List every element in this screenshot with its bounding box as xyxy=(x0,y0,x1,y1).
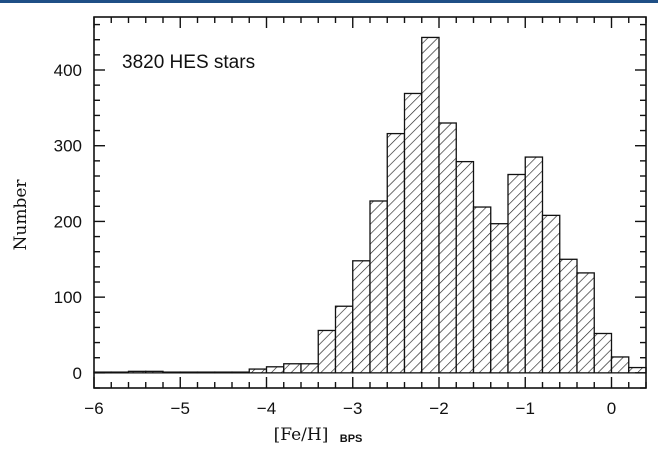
histogram-bar-9 xyxy=(248,368,268,374)
x-axis-label: [Fe/H] BPS xyxy=(274,425,363,445)
histogram-bar-3 xyxy=(145,370,164,374)
histogram-bar-12 xyxy=(300,363,319,374)
histogram-bar-23 xyxy=(490,223,509,374)
y-tick-label: 100 xyxy=(54,288,82,307)
annotation-text: 3820 HES stars xyxy=(122,52,255,73)
histogram-bar-6 xyxy=(196,371,216,374)
x-tick-label: −5 xyxy=(171,399,190,418)
histogram-bar-2 xyxy=(127,370,147,374)
histogram-bar-22 xyxy=(472,206,492,374)
x-axis-label-subscript: BPS xyxy=(340,433,363,445)
histogram-bar-21 xyxy=(455,160,475,374)
x-tick-label: 0 xyxy=(607,399,616,418)
x-axis-label-main: [Fe/H] xyxy=(274,425,329,445)
histogram-bar-16 xyxy=(369,200,388,374)
top-accent-bar xyxy=(0,0,658,3)
histogram-bar-4 xyxy=(162,371,181,374)
histogram-bar-30 xyxy=(610,356,630,374)
histogram-bar-29 xyxy=(593,332,613,374)
histogram-bar-20 xyxy=(438,122,457,374)
histogram-bar-17 xyxy=(386,132,406,374)
y-tick-label: 400 xyxy=(54,61,82,80)
y-axis-label: Number xyxy=(11,179,31,251)
histogram-bar-11 xyxy=(283,363,302,374)
y-tick-label: 200 xyxy=(54,212,82,231)
histogram-bar-18 xyxy=(403,92,423,374)
x-tick-label: −1 xyxy=(516,399,535,418)
x-tick-label: −6 xyxy=(84,399,103,418)
histogram-bar-14 xyxy=(334,305,354,374)
y-tick-label: 0 xyxy=(73,364,82,383)
histogram-bar-26 xyxy=(541,214,561,374)
histogram-bar-5 xyxy=(179,371,199,374)
histogram-bars xyxy=(93,36,647,374)
histogram-bar-24 xyxy=(507,173,526,374)
y-axis-ticks: 0 100 200 300 400 xyxy=(54,23,646,389)
histogram-bar-13 xyxy=(317,329,337,374)
histogram-bar-7 xyxy=(214,371,233,374)
histogram-bar-10 xyxy=(265,366,285,374)
histogram-bar-8 xyxy=(231,371,250,374)
x-axis-ticks: −6 −5 −4 −3 −2 −1 0 xyxy=(84,17,647,418)
x-tick-label: −2 xyxy=(429,399,448,418)
histogram-bar-28 xyxy=(576,272,595,374)
histogram-bar-1 xyxy=(110,371,130,374)
histogram-bar-15 xyxy=(352,260,371,374)
y-tick-label: 300 xyxy=(54,137,82,156)
x-tick-label: −3 xyxy=(343,399,362,418)
histogram-bar-25 xyxy=(524,156,544,374)
histogram-bar-31 xyxy=(628,366,647,374)
histogram-bar-19 xyxy=(421,36,440,374)
histogram-bar-27 xyxy=(559,258,578,374)
x-tick-label: −4 xyxy=(257,399,276,418)
